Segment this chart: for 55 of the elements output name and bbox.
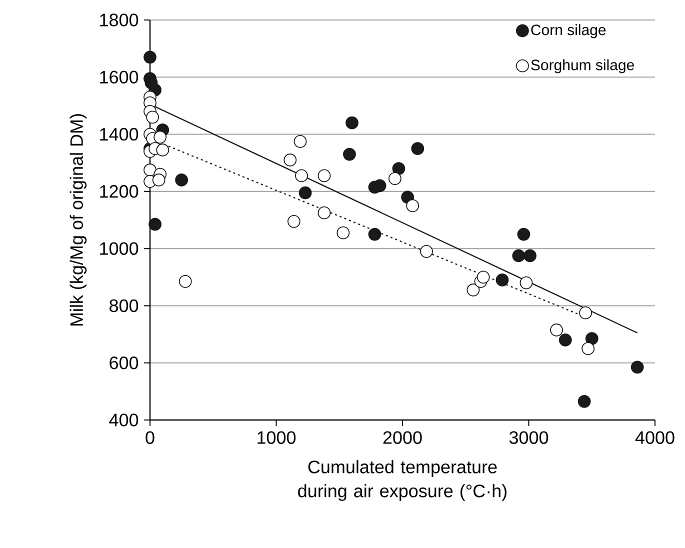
- point: [630, 360, 644, 374]
- y-tick-label: 1600: [100, 70, 138, 84]
- point: [420, 244, 433, 258]
- point: [466, 284, 480, 296]
- point: [146, 110, 159, 124]
- point: [392, 162, 406, 176]
- x-tick-label: 4000: [635, 431, 674, 444]
- y-tick-label: 600: [110, 356, 138, 370]
- point: [524, 249, 536, 262]
- point: [582, 342, 595, 356]
- point: [585, 332, 598, 346]
- point: [148, 218, 162, 231]
- point: [343, 148, 356, 161]
- point: [175, 174, 188, 186]
- point: [156, 144, 170, 156]
- point: [298, 186, 312, 200]
- point: [578, 394, 591, 408]
- y-tick-label: 400: [109, 414, 138, 426]
- point: [318, 169, 331, 182]
- y-tick-label: 800: [110, 299, 138, 312]
- x-tick-label: 0: [146, 431, 154, 444]
- x-tick-label: 1000: [258, 431, 296, 444]
- point: [154, 130, 167, 144]
- point: [318, 206, 331, 220]
- point: [178, 274, 192, 288]
- point: [517, 228, 530, 241]
- point: [411, 142, 424, 156]
- point: [558, 334, 572, 346]
- point: [336, 226, 350, 240]
- point: [287, 214, 300, 228]
- point: [512, 249, 526, 262]
- point: [579, 306, 592, 320]
- point: [388, 172, 402, 186]
- y-axis-title: Milk (kg/Mg of original DM): [70, 114, 87, 326]
- point: [295, 169, 308, 182]
- point: [284, 154, 297, 166]
- legend-label: Sorghum silage: [531, 59, 634, 74]
- y-tick-label: 1200: [100, 185, 138, 198]
- point: [520, 276, 533, 290]
- point: [152, 174, 166, 186]
- x-tick-label: 2000: [383, 431, 422, 444]
- point: [346, 116, 358, 130]
- point: [406, 199, 420, 212]
- y-tick-label: 1800: [100, 14, 138, 26]
- x-tick-label: 3000: [509, 431, 548, 444]
- y-tick-label: 1400: [100, 128, 138, 141]
- legend-label: Corn silage: [531, 24, 606, 38]
- point: [496, 274, 509, 286]
- x-axis-title: Cumulated temperature during air exposure (°C·h): [298, 460, 506, 501]
- point: [144, 50, 156, 64]
- point: [550, 324, 563, 336]
- y-tick-label: 1000: [100, 242, 138, 255]
- point: [368, 228, 382, 241]
- point: [476, 270, 490, 284]
- point: [294, 134, 307, 148]
